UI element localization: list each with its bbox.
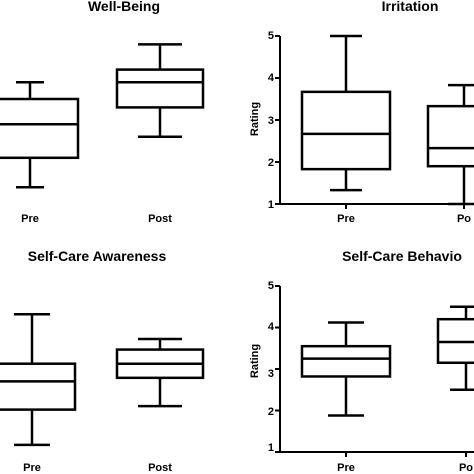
axes [275,285,474,457]
iqr-box [115,68,205,109]
box-plot-post [115,43,205,139]
box-plot-po [426,83,474,206]
y-tick-label: 3 [268,368,274,380]
x-tick-label: Post [148,462,172,474]
panel-title: Irritation [382,0,439,14]
y-axis-label: Rating [249,344,261,378]
panel-title: Well-Being [88,0,160,14]
panel-self-care-awareness: Self-Care Awareness Pre Post [0,248,205,474]
iqr-box [300,344,392,378]
iqr-box [0,97,80,160]
panel-well-being: Well-Being Pre Post [0,0,205,225]
x-tick-label: Pre [21,213,39,225]
y-tick-label: 5 [268,280,274,292]
box-plot-pre [300,321,392,417]
panel-title: Self-Care Behavio [342,248,462,264]
y-tick-label: 2 [268,406,274,418]
y-tick-label: 1 [268,199,274,211]
y-tick-label: 2 [268,157,274,169]
x-tick-label: Po [457,213,471,225]
box-plot-po [436,305,474,391]
panel-self-care-behavior: Self-Care Behavio Rating 1 2 3 4 5 Pre P… [249,248,474,474]
y-axis-label: Rating [249,102,261,136]
box-plot-pre [0,80,80,189]
box-plot-pre [0,313,77,447]
y-tick-label: 4 [268,72,275,84]
x-tick-label: Pre [337,213,355,225]
box-plot-pre [300,34,392,192]
y-tick-label: 3 [268,115,274,127]
x-tick-label: Po [459,462,473,474]
box-plot-post [115,337,205,408]
panel-irritation: Irritation Rating 1 2 3 4 5 Pre Po [249,0,474,225]
x-tick-label: Pre [23,462,41,474]
y-tick-label: 1 [268,442,274,454]
x-tick-label: Post [148,213,172,225]
iqr-box [300,90,392,171]
x-tick-label: Pre [337,462,355,474]
panel-title: Self-Care Awareness [28,248,167,264]
y-tick-label: 5 [268,30,274,42]
axes [275,35,474,209]
y-tick-label: 4 [268,321,275,333]
iqr-box [0,362,77,411]
iqr-box [426,104,474,168]
